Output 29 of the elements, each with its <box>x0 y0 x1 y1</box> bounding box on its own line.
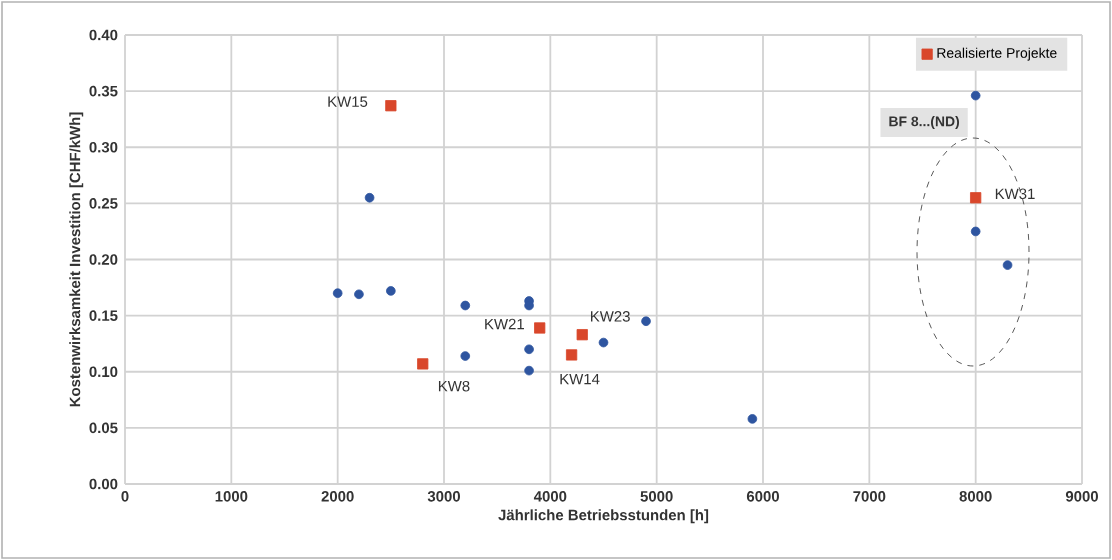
x-tick-label: 7000 <box>853 491 886 502</box>
x-tick-label: 9000 <box>1065 491 1098 502</box>
y-tick-label: 0.35 <box>89 85 118 97</box>
annotation: KW8 <box>438 380 470 392</box>
y-tick-label: 0.15 <box>89 310 118 321</box>
y-tick-label: 0.40 <box>89 29 118 41</box>
x-tick-label: 6000 <box>746 491 779 502</box>
x-tick-label: 5000 <box>640 491 673 502</box>
y-tick-label: 0.20 <box>89 254 118 265</box>
x-tick-label: 3000 <box>427 491 460 502</box>
annotation: KW23 <box>591 311 630 322</box>
annotation: KW21 <box>485 318 524 330</box>
y-tick-label: 0.00 <box>89 478 118 490</box>
y-tick-label: 0.10 <box>89 366 118 378</box>
annotation: KW14 <box>560 373 600 385</box>
y-tick-label: 0.25 <box>89 198 118 209</box>
annotation: BF 8...(ND) <box>889 116 960 130</box>
y-tick-label: 0.05 <box>89 422 118 434</box>
x-tick-label: 2000 <box>321 491 354 502</box>
y-tick-label: 0.30 <box>89 141 118 153</box>
x-tick-label: 1000 <box>215 491 248 502</box>
x-axis-title: Jährliche Betriebsstunden [h] <box>498 509 709 524</box>
annotation: KW15 <box>328 96 368 107</box>
x-tick-label: 0 <box>121 491 129 502</box>
annotation: KW31 <box>995 188 1035 200</box>
x-tick-label: 8000 <box>959 491 992 502</box>
legend-label: Realisierte Projekte <box>937 47 1057 61</box>
y-axis-title: Kostenwirksamkeit Investition [CHF/kWh] <box>69 112 84 407</box>
x-tick-label: 4000 <box>533 491 567 502</box>
